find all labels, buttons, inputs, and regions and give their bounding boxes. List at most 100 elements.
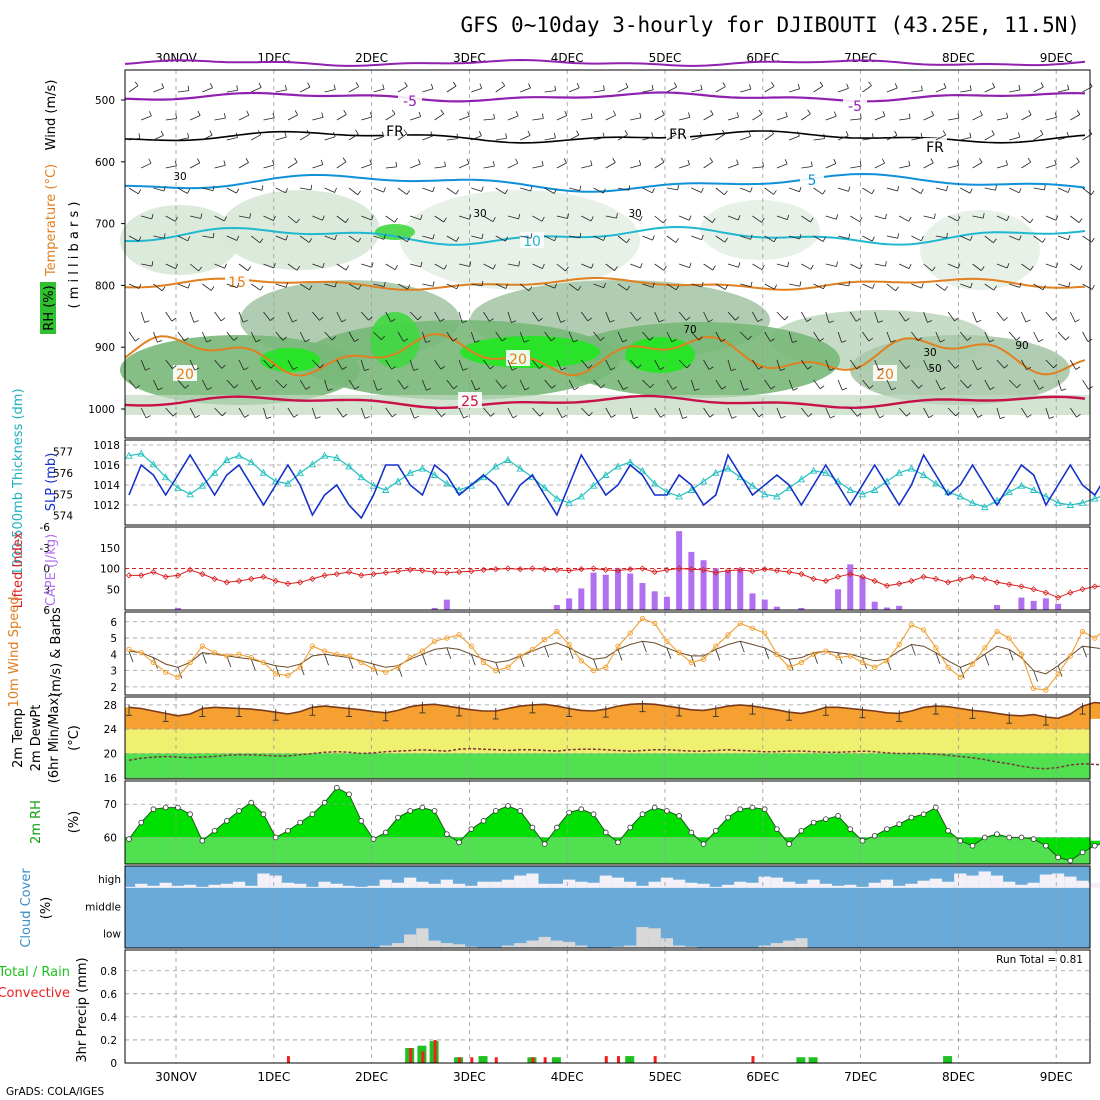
wind-barb-flag bbox=[381, 131, 385, 137]
wind-speed-marker bbox=[859, 659, 866, 666]
wind-barb bbox=[1070, 114, 1081, 121]
thickness-marker bbox=[320, 451, 329, 459]
wind-speed-marker bbox=[383, 669, 389, 675]
contour-label: FR bbox=[926, 140, 944, 156]
thickness-marker bbox=[345, 462, 353, 470]
surface-wind-barb bbox=[177, 667, 183, 679]
wind-barb-flag bbox=[738, 262, 741, 268]
wind-barb bbox=[898, 215, 909, 222]
wind-barb-flag bbox=[735, 316, 740, 321]
wind-barb-flag bbox=[955, 412, 960, 417]
thickness-marker bbox=[443, 479, 451, 487]
wind-barb-flag bbox=[1028, 110, 1032, 116]
wind-barb-flag bbox=[637, 364, 642, 369]
wind-barb-flag bbox=[236, 85, 239, 91]
rh-frame bbox=[124, 780, 1091, 865]
wind-barb-flag bbox=[197, 158, 201, 164]
wind-barb-flag bbox=[452, 338, 458, 342]
wind-barb-flag bbox=[322, 262, 325, 268]
rh-marker bbox=[920, 811, 927, 817]
wind-barb-flag bbox=[174, 216, 178, 222]
high-cloud-gap bbox=[978, 871, 991, 888]
wind-barb bbox=[471, 187, 482, 192]
high-cloud-gap bbox=[758, 876, 771, 888]
thickness-marker bbox=[223, 456, 231, 463]
wind-barb-flag bbox=[1076, 157, 1080, 163]
rh-shading-area bbox=[375, 224, 415, 240]
wind-barb bbox=[324, 235, 336, 241]
contour-label-bg bbox=[383, 122, 407, 138]
rh-marker bbox=[981, 834, 988, 841]
wind-speed-marker bbox=[872, 664, 878, 670]
wind-barb bbox=[813, 235, 824, 242]
wind-barb-flag bbox=[626, 238, 630, 244]
lifted-tick: 6 bbox=[43, 605, 50, 617]
wind-barb bbox=[519, 283, 530, 292]
wind-barb-flag bbox=[452, 81, 457, 87]
thickness-marker bbox=[516, 464, 524, 472]
wind-barb-flag bbox=[197, 110, 201, 116]
wind-barb-flag bbox=[371, 262, 374, 268]
wind-barb bbox=[165, 165, 177, 169]
wind-barb bbox=[226, 235, 238, 241]
high-cloud-gap bbox=[489, 881, 502, 888]
wind-barb-flag bbox=[1018, 188, 1022, 193]
wind-barb bbox=[996, 311, 1005, 321]
wind-barb bbox=[373, 235, 385, 240]
wind-barb bbox=[324, 187, 335, 193]
wind-barb bbox=[581, 407, 590, 417]
wind-barb-flag bbox=[1074, 319, 1080, 323]
surface-wind-barb bbox=[397, 665, 403, 677]
wind-barb-flag bbox=[930, 158, 934, 164]
wind-barb-flag bbox=[195, 414, 200, 419]
wind-speed-marker bbox=[774, 651, 780, 657]
thickness-marker bbox=[1029, 486, 1038, 493]
wind-barb bbox=[336, 161, 347, 169]
wind-barb bbox=[605, 407, 612, 418]
cape-bar bbox=[896, 605, 903, 610]
contour-label: 20 bbox=[509, 352, 527, 368]
wind-barb bbox=[1045, 263, 1057, 268]
lifted-index-marker bbox=[553, 566, 560, 573]
wind-speed-marker bbox=[309, 643, 316, 649]
surface-wind-barb bbox=[495, 662, 501, 674]
low-cloud-bar bbox=[428, 940, 441, 948]
wind-barb bbox=[911, 187, 922, 194]
wind-barb bbox=[862, 187, 873, 195]
lifted-index-marker bbox=[798, 570, 805, 578]
wind-barb-flag bbox=[603, 282, 606, 288]
wind-barb-flag bbox=[200, 213, 203, 219]
wind-barb-flag bbox=[1018, 84, 1021, 90]
wind-barb-flag bbox=[724, 237, 728, 243]
wind-barb bbox=[850, 263, 861, 270]
thickness-marker bbox=[1054, 498, 1062, 506]
wind-barb bbox=[581, 164, 593, 169]
wind-barb-flag bbox=[969, 235, 973, 241]
rain-bar bbox=[943, 1056, 953, 1063]
wind-barb-flag bbox=[819, 81, 824, 87]
high-cloud-gap bbox=[220, 883, 233, 888]
wind-barb bbox=[483, 407, 491, 417]
wind-barb bbox=[202, 134, 213, 141]
wind-barb-flag bbox=[626, 285, 631, 291]
wind-barb bbox=[397, 379, 405, 390]
wind-barb bbox=[312, 215, 323, 221]
rh-marker bbox=[321, 799, 328, 806]
wind-barb-flag bbox=[368, 316, 373, 321]
wind-speed-label: 10m Wind Speed bbox=[7, 597, 22, 708]
wind-barb bbox=[715, 235, 726, 243]
convective-bar bbox=[286, 1056, 290, 1063]
wind-barb-flag bbox=[220, 317, 226, 322]
wind-barb-flag bbox=[573, 339, 579, 343]
cape-bar bbox=[615, 568, 621, 610]
wind-barb-flag bbox=[749, 84, 752, 90]
wind-barb-flag bbox=[334, 234, 337, 240]
date-label-top: 5DEC bbox=[649, 51, 682, 65]
wind-speed-marker bbox=[835, 654, 841, 661]
high-cloud-gap bbox=[575, 881, 588, 888]
wind-barb bbox=[935, 331, 941, 343]
wind-barb bbox=[520, 235, 532, 239]
wind-barb bbox=[569, 187, 580, 192]
lifted-index-marker bbox=[431, 568, 438, 576]
wind-barb bbox=[1008, 379, 1018, 389]
